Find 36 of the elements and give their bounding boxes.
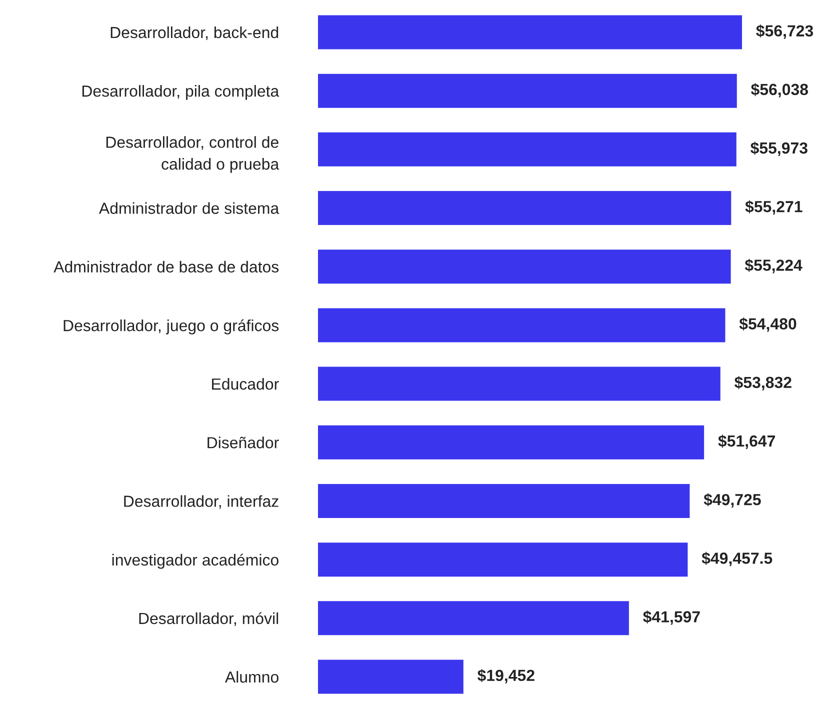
data-label: $19,452: [478, 669, 534, 684]
y-tick-label: Desarrollador, móvil: [139, 612, 278, 626]
data-label: $53,832: [734, 376, 792, 390]
y-tick-label: Desarrollador, pila completa: [82, 85, 280, 100]
y-tick-label: Desarrollador, control de calidad o prueba: [106, 136, 280, 173]
bar: [318, 484, 690, 518]
data-label: $56,723: [756, 24, 814, 39]
bar: [318, 250, 731, 284]
bar: [318, 601, 629, 636]
bar: [318, 191, 732, 226]
bar: [318, 308, 726, 342]
data-label: $49,725: [704, 493, 761, 508]
bar: [318, 542, 688, 577]
data-label: $55,271: [745, 200, 802, 215]
bar: [318, 15, 742, 50]
data-label: $56,038: [750, 83, 808, 98]
y-tick-label: Desarrollador, interfaz: [124, 495, 278, 509]
data-label: $55,224: [744, 258, 802, 274]
y-tick-label: Alumno: [224, 670, 278, 683]
data-label: $55,973: [750, 142, 808, 156]
y-tick-label: Desarrollador, juego o gráficos: [64, 319, 279, 334]
data-label: $54,480: [739, 317, 796, 332]
bar: [318, 132, 736, 166]
data-label: $49,457.5: [702, 552, 772, 566]
data-label: $41,597: [643, 610, 700, 625]
y-tick-label: Diseñador: [208, 436, 279, 448]
y-tick-label: investigador académico: [112, 554, 278, 569]
data-label: $51,647: [718, 434, 775, 449]
bar: [318, 425, 704, 460]
y-tick-label: Educador: [212, 378, 279, 390]
bar: [318, 74, 737, 108]
y-tick-label: Desarrollador, back-end: [110, 26, 278, 40]
y-tick-label: Administrador de sistema: [98, 202, 280, 214]
bar: [318, 366, 720, 401]
y-tick-label: Administrador de base de datos: [54, 260, 279, 273]
bar: [318, 660, 464, 694]
